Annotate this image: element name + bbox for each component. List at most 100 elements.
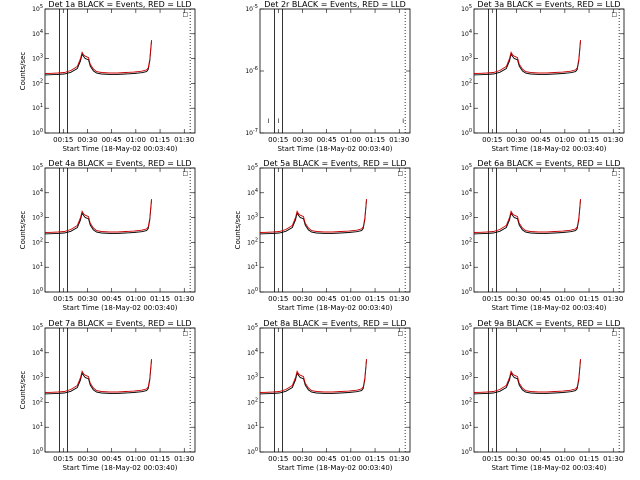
y-tick-label: 101 <box>247 422 258 431</box>
panel-title: Det 8a BLACK = Events, RED = LLD <box>263 319 406 328</box>
x-tick-label: 01:00 <box>126 295 146 303</box>
x-tick-label: 01:15 <box>365 455 385 463</box>
y-tick-label: 100 <box>32 447 43 456</box>
panel-5: Det 5a BLACK = Events, RED = LLD 100 101 10… <box>234 159 411 312</box>
lld-series-line <box>473 39 581 74</box>
plot-frame <box>473 327 625 453</box>
y-tick-label: 100 <box>247 287 258 296</box>
x-tick-label: 00:30 <box>77 455 97 463</box>
y-tick-label: 10-7 <box>245 128 258 137</box>
x-tick-label: 00:30 <box>77 295 97 303</box>
y-tick-label: 103 <box>32 54 43 63</box>
x-axis-label: Start Time (18-May-02 00:03:40) <box>277 145 392 153</box>
x-axis-label: Start Time (18-May-02 00:03:40) <box>277 464 392 472</box>
y-tick-label: 104 <box>461 29 472 38</box>
panel-title: Det 6a BLACK = Events, RED = LLD <box>477 159 620 168</box>
panel-title: Det 4a BLACK = Events, RED = LLD <box>48 159 191 168</box>
x-tick-label: 00:45 <box>317 295 337 303</box>
x-tick-label: 00:30 <box>506 136 526 144</box>
x-tick-label: 00:30 <box>292 455 312 463</box>
x-tick-label: 00:45 <box>102 295 122 303</box>
events-series-line <box>473 200 581 235</box>
x-tick-label: 00:30 <box>506 455 526 463</box>
panel-4: Det 4a BLACK = Events, RED = LLD 100 101 10… <box>19 159 196 312</box>
y-tick-label: 105 <box>247 163 258 172</box>
plot-frame <box>473 8 625 134</box>
x-tick-label: 01:00 <box>126 136 146 144</box>
events-series-line <box>473 360 581 395</box>
plot-frame <box>44 8 196 134</box>
x-tick-label: 00:30 <box>292 295 312 303</box>
y-tick-label: 105 <box>461 4 472 13</box>
events-series-line <box>259 200 367 235</box>
y-tick-label: 102 <box>247 397 258 406</box>
x-tick-label: 01:30 <box>389 455 409 463</box>
corner-marker: □ <box>182 170 188 177</box>
panel-title: Det 1a BLACK = Events, RED = LLD <box>48 0 191 9</box>
empty-data-marker: I <box>278 118 280 125</box>
corner-marker: □ <box>611 330 617 337</box>
plot-frame <box>473 167 625 293</box>
corner-marker: □ <box>182 330 188 337</box>
corner-marker: □ <box>182 11 188 18</box>
y-tick-label: 105 <box>32 163 43 172</box>
corner-marker: □ <box>397 170 403 177</box>
x-tick-label: 00:15 <box>482 136 502 144</box>
x-tick-label: 01:30 <box>389 136 409 144</box>
y-tick-label: 101 <box>461 103 472 112</box>
x-tick-label: 00:45 <box>531 136 551 144</box>
x-tick-label: 01:15 <box>150 455 170 463</box>
panel-8: Det 8a BLACK = Events, RED = LLD 100 101 10… <box>247 319 411 472</box>
y-tick-label: 10-6 <box>245 66 258 75</box>
empty-data-marker: I <box>402 118 404 125</box>
corner-marker: □ <box>397 330 403 337</box>
y-axis-label: Counts/sec <box>19 52 27 91</box>
events-series-line <box>44 360 152 395</box>
panel-2: Det 2r BLACK = Events, RED = LLD 10-7 10-6… <box>245 0 411 153</box>
x-tick-label: 00:45 <box>102 136 122 144</box>
x-tick-label: 01:00 <box>555 136 575 144</box>
y-tick-label: 10-5 <box>245 4 258 13</box>
y-tick-label: 104 <box>32 29 43 38</box>
y-tick-label: 103 <box>461 213 472 222</box>
panel-9: Det 9a BLACK = Events, RED = LLD 100 101 10… <box>461 319 625 472</box>
x-tick-label: 01:30 <box>603 455 623 463</box>
events-series-line <box>44 41 152 76</box>
y-tick-label: 105 <box>247 323 258 332</box>
empty-data-marker: I <box>268 118 270 125</box>
y-axis-label: Counts/sec <box>19 371 27 410</box>
y-tick-label: 104 <box>247 188 258 197</box>
x-tick-label: 00:30 <box>77 136 97 144</box>
y-tick-label: 100 <box>32 128 43 137</box>
plot-frame <box>44 327 196 453</box>
events-series-line <box>259 360 367 395</box>
x-tick-label: 01:30 <box>603 136 623 144</box>
x-tick-label: 00:45 <box>317 136 337 144</box>
lld-series-line <box>44 39 152 74</box>
y-tick-label: 105 <box>461 163 472 172</box>
x-tick-label: 00:15 <box>53 136 73 144</box>
panel-1: Det 1a BLACK = Events, RED = LLD 100 101 10… <box>19 0 196 153</box>
y-tick-label: 104 <box>461 348 472 357</box>
y-tick-label: 101 <box>32 103 43 112</box>
y-axis-label: Counts/sec <box>19 211 27 250</box>
panel-title: Det 2r BLACK = Events, RED = LLD <box>264 0 406 9</box>
x-axis-label: Start Time (18-May-02 00:03:40) <box>62 464 177 472</box>
x-tick-label: 00:15 <box>268 136 288 144</box>
panel-title: Det 3a BLACK = Events, RED = LLD <box>477 0 620 9</box>
x-tick-label: 01:30 <box>603 295 623 303</box>
x-tick-label: 00:30 <box>506 295 526 303</box>
x-tick-label: 01:15 <box>579 295 599 303</box>
y-axis-label: Counts/sec <box>234 211 242 250</box>
plot-frame <box>259 167 411 293</box>
x-tick-label: 01:30 <box>174 295 194 303</box>
y-tick-label: 101 <box>461 262 472 271</box>
x-tick-label: 01:15 <box>150 295 170 303</box>
y-tick-label: 102 <box>247 237 258 246</box>
y-tick-label: 102 <box>32 397 43 406</box>
y-tick-label: 100 <box>461 287 472 296</box>
y-tick-label: 100 <box>461 128 472 137</box>
y-tick-label: 101 <box>461 422 472 431</box>
lld-series-line <box>473 198 581 233</box>
x-tick-label: 01:30 <box>174 136 194 144</box>
